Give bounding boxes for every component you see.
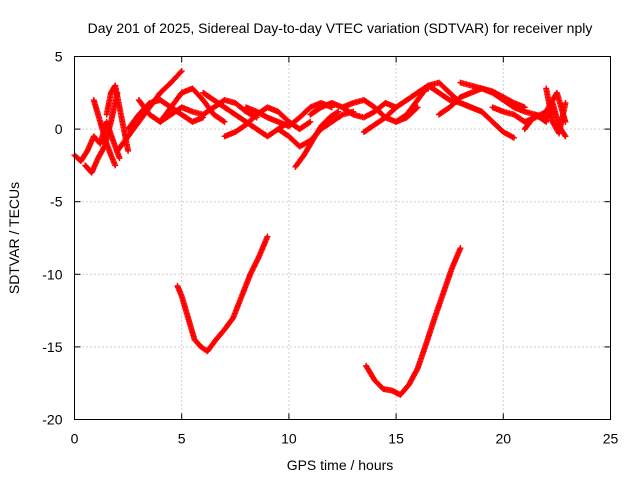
y-axis-label: SDTVAR / TECUs [6,182,22,294]
data-point [220,118,227,125]
series-arc-d [103,82,132,154]
data-point [307,118,314,125]
y-tick-label: -10 [42,266,62,282]
data-point [562,99,569,106]
data-point [414,104,421,111]
series-arc-w [543,85,569,137]
y-tick-label: -20 [42,412,62,428]
grid-lines [74,56,611,420]
x-tick-label: 5 [178,431,186,447]
y-tick-label: 0 [55,121,63,137]
series-arc-p [360,85,432,136]
data-point [306,119,313,126]
x-tick-label: 25 [603,431,619,447]
data-point [562,133,569,140]
data-point [125,147,132,154]
data-point [264,233,271,240]
series-arc-j [221,104,314,140]
plot-frame [74,56,611,420]
data-point [349,110,356,117]
x-tick-label: 10 [281,431,297,447]
y-tick-label: 5 [55,49,63,65]
data-point [511,134,518,141]
data-point [335,108,342,115]
data-point [561,132,568,139]
data-point [178,68,185,75]
y-tick-label: -15 [42,339,62,355]
data-point [112,162,119,169]
x-tick-label: 15 [388,431,404,447]
data-point [221,118,228,125]
data-point [333,109,340,116]
y-tick-label: -5 [50,194,63,210]
x-axis-label: GPS time / hours [287,457,394,473]
chart-title: Day 201 of 2025, Sidereal Day-to-day VTE… [88,20,593,36]
series-arc-m [292,108,342,170]
series-dip-2 [363,245,464,398]
data-point [413,105,420,112]
data-point [445,96,452,103]
data-point [177,69,184,76]
data-point [338,112,345,119]
series-arc-g [135,85,228,125]
series-arc-c [90,97,119,169]
data-points [71,68,569,398]
data-point [116,155,123,162]
x-tick-label: 20 [496,431,512,447]
x-tick-label: 0 [71,431,79,447]
data-point [457,245,464,252]
series-dip-1 [174,233,271,355]
